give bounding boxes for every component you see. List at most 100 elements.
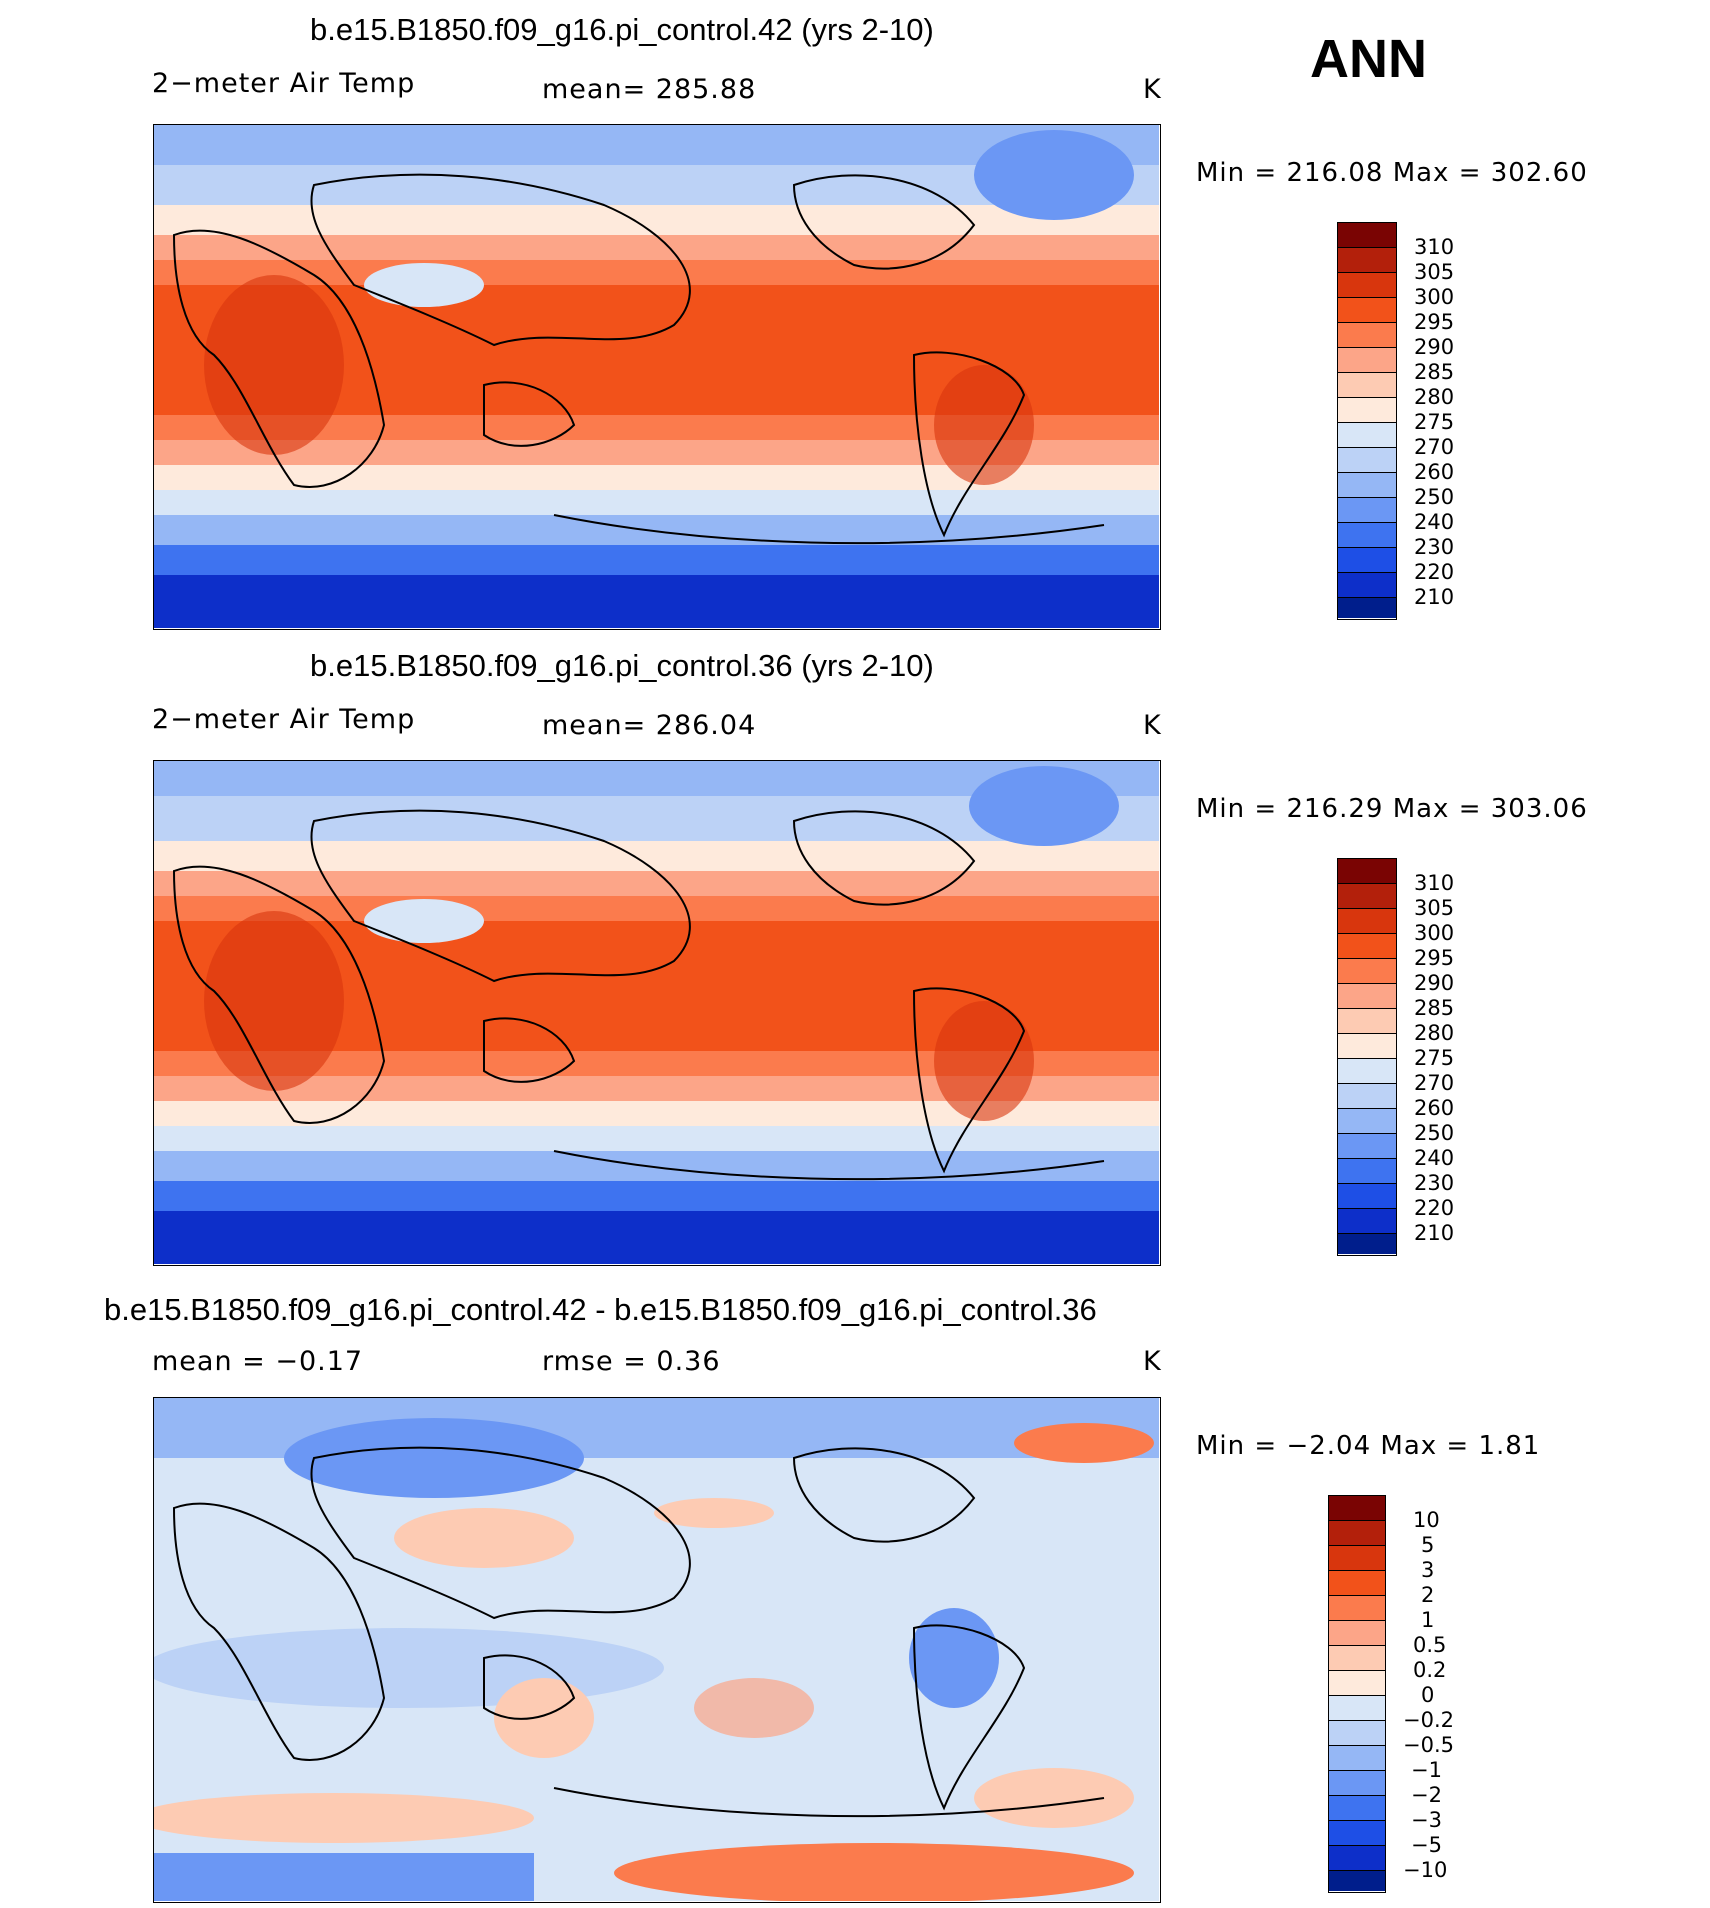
colorbar-box (1338, 1034, 1396, 1059)
colorbar-tick-label: −10 (1403, 1858, 1448, 1882)
colorbar-box (1338, 373, 1396, 398)
colorbar-box (1338, 523, 1396, 548)
colorbar-box (1338, 448, 1396, 473)
colorbar-tick-label: −0.5 (1403, 1733, 1454, 1757)
colorbar-tick-label: 10 (1413, 1508, 1440, 1532)
colorbar-tick-label: 310 (1414, 871, 1455, 895)
colorbar-box (1338, 473, 1396, 498)
colorbar-tick-label: 240 (1414, 510, 1455, 534)
colorbar-box (1338, 573, 1396, 598)
colorbar-box (1329, 1621, 1385, 1646)
colorbar-box (1329, 1521, 1385, 1546)
colorbar-tick-label: 250 (1414, 485, 1455, 509)
colorbar-box (1329, 1796, 1385, 1821)
panel-2-minmax: Min = 216.29 Max = 303.06 (1196, 794, 1588, 824)
colorbar-tick-label: 260 (1414, 460, 1455, 484)
colorbar-box (1338, 348, 1396, 373)
colorbar-box (1338, 1134, 1396, 1159)
panel-1-title: b.e15.B1850.f09_g16.pi_control.42 (yrs 2… (310, 12, 934, 47)
colorbar-box (1338, 223, 1396, 248)
colorbar-tick-label: 210 (1414, 1221, 1455, 1245)
colorbar-tick-label: 310 (1414, 235, 1455, 259)
colorbar-box (1329, 1721, 1385, 1746)
panel-2-colorbar (1337, 858, 1397, 1256)
colorbar-box (1338, 248, 1396, 273)
colorbar-box (1329, 1546, 1385, 1571)
panel-3-colorbar (1328, 1495, 1386, 1893)
colorbar-tick-label: 275 (1414, 410, 1455, 434)
colorbar-box (1338, 909, 1396, 934)
panel-1-units: K (1143, 74, 1162, 105)
colorbar-box (1329, 1846, 1385, 1871)
colorbar-tick-label: 285 (1414, 360, 1455, 384)
panel-2-mean-label: mean= 286.04 (542, 710, 757, 741)
colorbar-box (1329, 1671, 1385, 1696)
colorbar-tick-label: 300 (1414, 285, 1455, 309)
colorbar-box (1338, 323, 1396, 348)
colorbar-tick-label: 210 (1414, 585, 1455, 609)
panel-1-mean-label: mean= 285.88 (542, 74, 757, 105)
panel-2-variable-label: 2−meter Air Temp (152, 704, 416, 735)
colorbar-box (1329, 1646, 1385, 1671)
colorbar-tick-label: 295 (1414, 310, 1455, 334)
colorbar-tick-label: 270 (1414, 1071, 1455, 1095)
panel-3-minmax: Min = −2.04 Max = 1.81 (1196, 1431, 1541, 1461)
panel-1-variable-label: 2−meter Air Temp (152, 68, 416, 99)
colorbar-tick-label: −5 (1411, 1833, 1442, 1857)
colorbar-tick-label: 300 (1414, 921, 1455, 945)
panel-2-units: K (1143, 710, 1162, 741)
colorbar-tick-label: 290 (1414, 335, 1455, 359)
colorbar-tick-label: 2 (1421, 1583, 1435, 1607)
panel-2-map (153, 760, 1161, 1266)
colorbar-tick-label: 5 (1421, 1533, 1435, 1557)
colorbar-tick-label: 1 (1421, 1608, 1435, 1632)
panel-2-title: b.e15.B1850.f09_g16.pi_control.36 (yrs 2… (310, 648, 934, 683)
colorbar-tick-label: 290 (1414, 971, 1455, 995)
colorbar-box (1329, 1496, 1385, 1521)
colorbar-box (1338, 1059, 1396, 1084)
colorbar-box (1338, 498, 1396, 523)
colorbar-box (1338, 959, 1396, 984)
colorbar-box (1338, 273, 1396, 298)
colorbar-tick-label: 240 (1414, 1146, 1455, 1170)
colorbar-tick-label: 220 (1414, 1196, 1455, 1220)
colorbar-box (1338, 298, 1396, 323)
panel-3-rmse-label: rmse = 0.36 (542, 1346, 721, 1377)
colorbar-tick-label: −2 (1411, 1783, 1442, 1807)
colorbar-box (1338, 598, 1396, 618)
colorbar-box (1338, 1109, 1396, 1134)
colorbar-tick-label: −3 (1411, 1808, 1442, 1832)
colorbar-tick-label: 295 (1414, 946, 1455, 970)
colorbar-tick-label: 230 (1414, 535, 1455, 559)
colorbar-box (1329, 1696, 1385, 1721)
colorbar-box (1338, 398, 1396, 423)
colorbar-box (1329, 1746, 1385, 1771)
colorbar-tick-label: 270 (1414, 435, 1455, 459)
colorbar-box (1338, 934, 1396, 959)
colorbar-tick-label: 285 (1414, 996, 1455, 1020)
colorbar-box (1338, 1234, 1396, 1254)
colorbar-tick-label: 250 (1414, 1121, 1455, 1145)
panel-1-colorbar (1337, 222, 1397, 620)
colorbar-box (1338, 1084, 1396, 1109)
colorbar-box (1338, 859, 1396, 884)
colorbar-box (1338, 984, 1396, 1009)
panel-3-units: K (1143, 1346, 1162, 1377)
colorbar-tick-label: 305 (1414, 260, 1455, 284)
colorbar-tick-label: 305 (1414, 896, 1455, 920)
colorbar-tick-label: 275 (1414, 1046, 1455, 1070)
colorbar-box (1329, 1771, 1385, 1796)
panel-1-map (153, 124, 1161, 630)
colorbar-tick-label: −0.2 (1403, 1708, 1454, 1732)
colorbar-tick-label: 3 (1421, 1558, 1435, 1582)
colorbar-box (1338, 548, 1396, 573)
colorbar-box (1338, 884, 1396, 909)
panel-1-minmax: Min = 216.08 Max = 302.60 (1196, 158, 1588, 188)
colorbar-box (1329, 1821, 1385, 1846)
colorbar-tick-label: −1 (1411, 1758, 1442, 1782)
panel-3-title: b.e15.B1850.f09_g16.pi_control.42 - b.e1… (104, 1292, 1097, 1327)
colorbar-box (1338, 1184, 1396, 1209)
colorbar-box (1338, 1009, 1396, 1034)
panel-3-map (153, 1397, 1161, 1903)
season-label: ANN (1310, 29, 1427, 89)
